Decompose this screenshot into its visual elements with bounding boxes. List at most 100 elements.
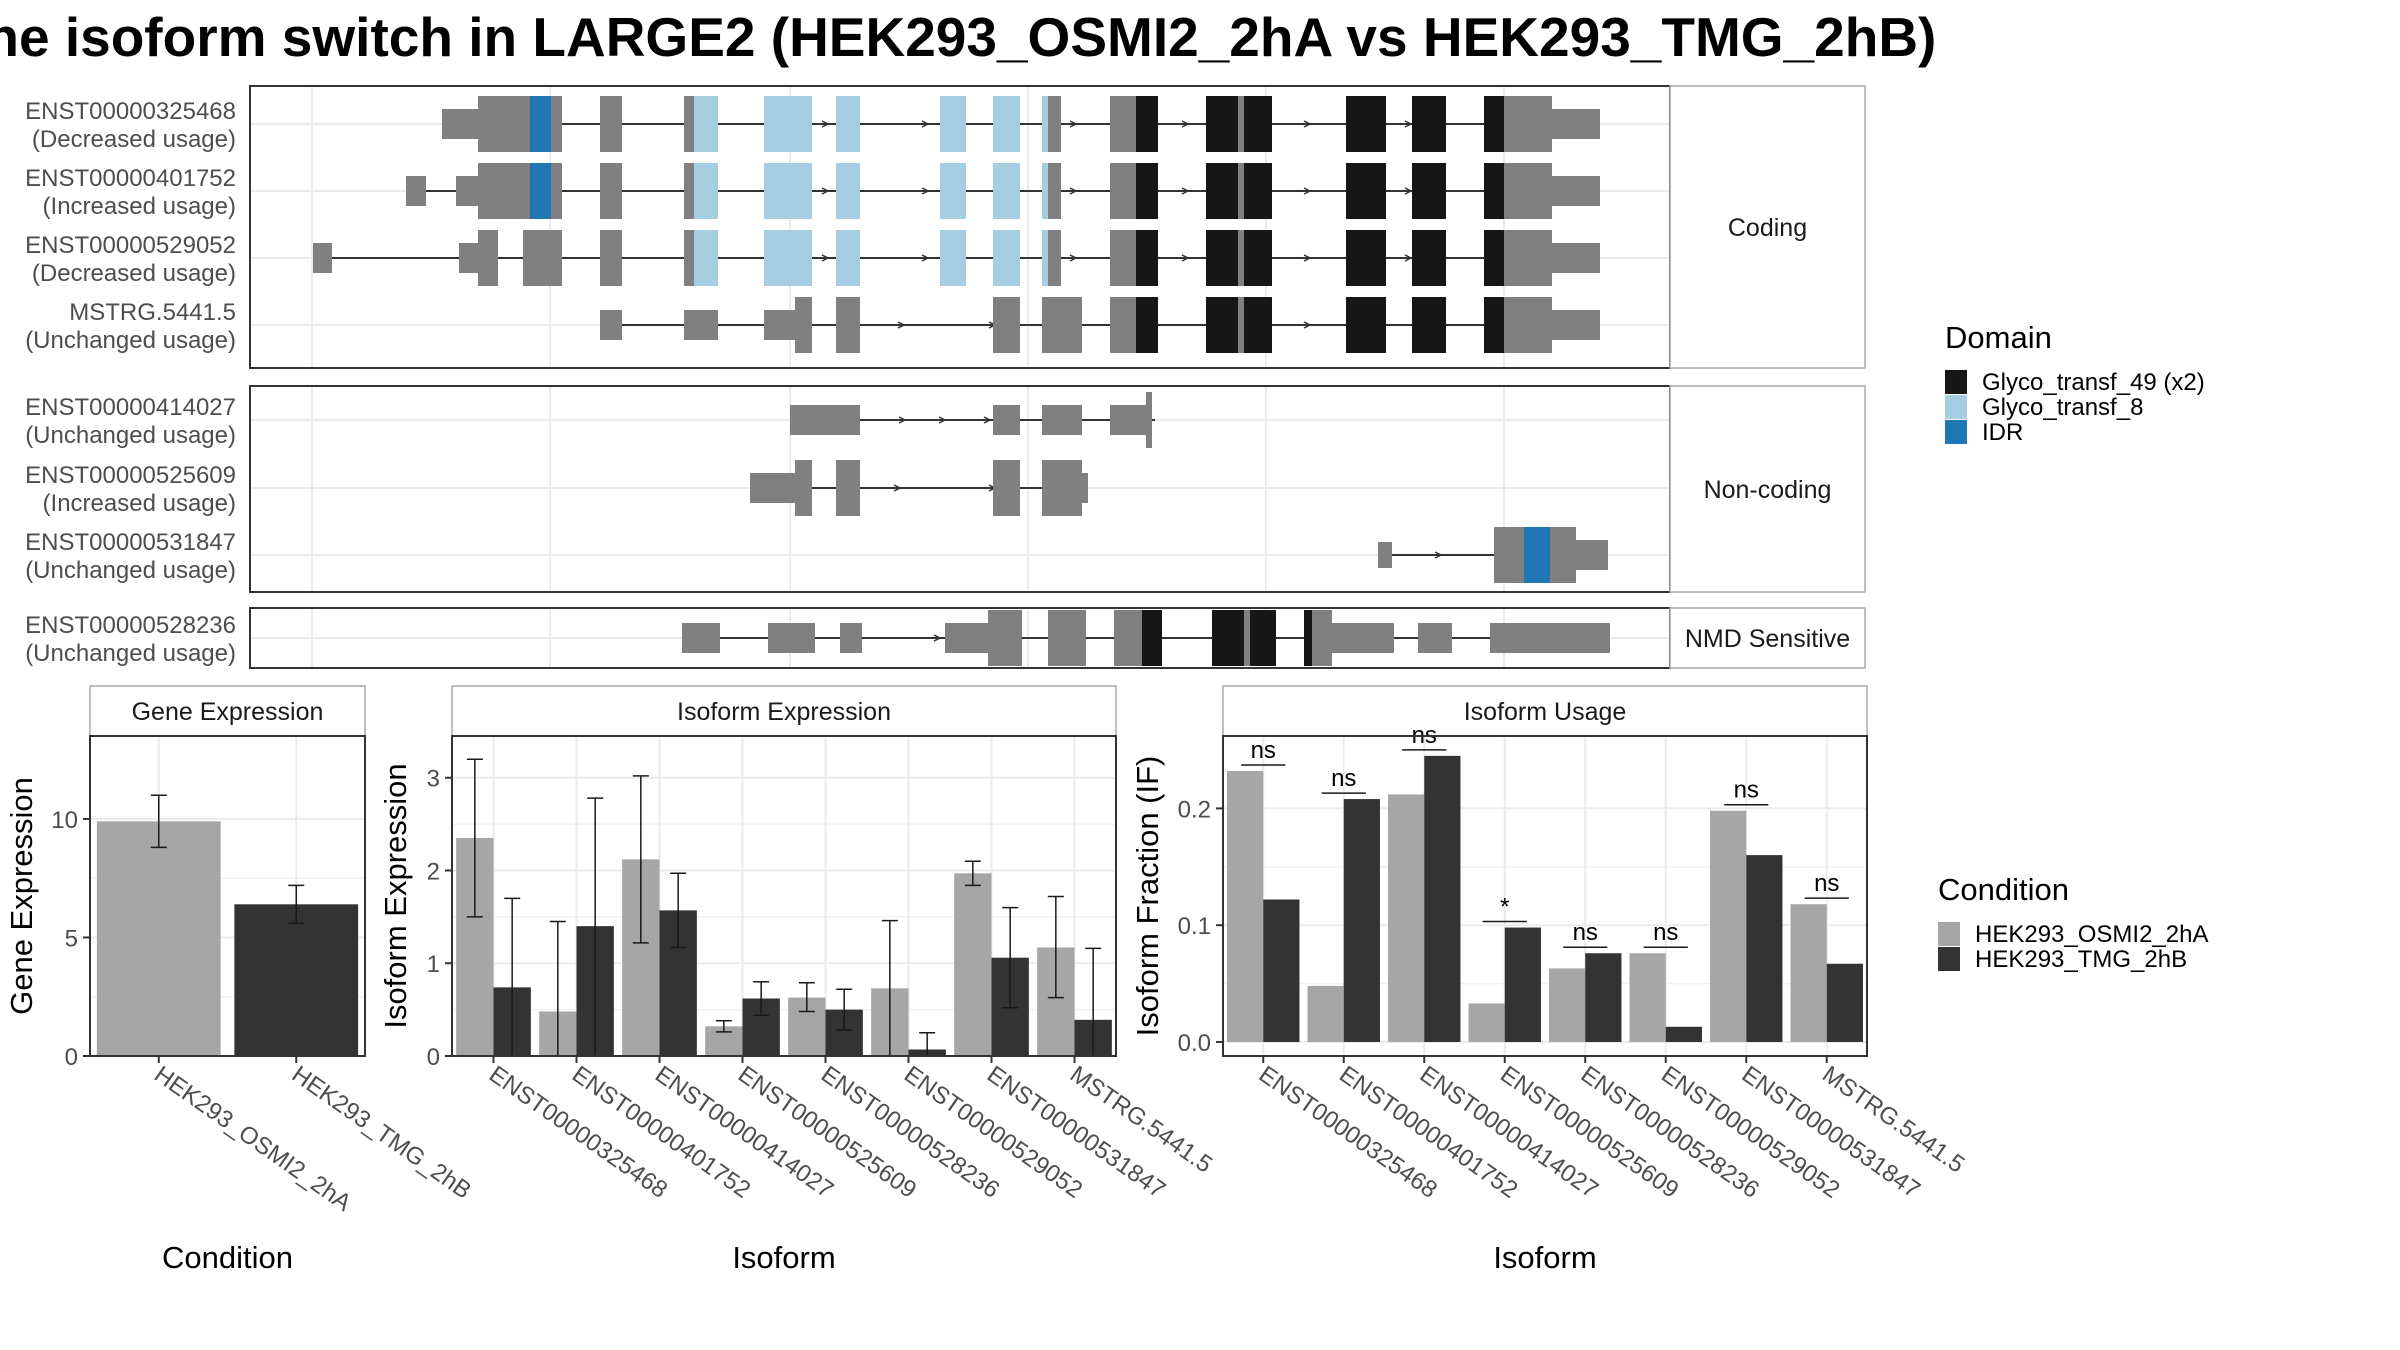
exon-block <box>551 96 562 152</box>
exon-block <box>764 163 812 219</box>
exon-block <box>940 163 966 219</box>
exon-block <box>993 405 1020 435</box>
exon-block <box>694 96 718 152</box>
exon-block <box>1484 297 1504 353</box>
significance-label: ns <box>1251 737 1276 764</box>
exon-block <box>1212 610 1244 666</box>
bar-mark <box>1826 963 1863 1042</box>
exon-block <box>836 460 860 516</box>
exon-block <box>836 297 860 353</box>
exon-block <box>1244 230 1272 286</box>
transcript-usage-label: (Increased usage) <box>43 193 236 220</box>
exon-block <box>1418 623 1452 653</box>
exon-block <box>684 163 694 219</box>
bar-mark <box>96 821 221 1056</box>
exon-block <box>1244 297 1272 353</box>
isoform-expression-chart: Isoform Expression0123ENST00000325468ENS… <box>378 685 1217 1275</box>
exon-block <box>764 230 812 286</box>
exon-block <box>694 230 718 286</box>
exon-block <box>1504 230 1552 286</box>
exon-block <box>1504 96 1552 152</box>
bar-mark <box>1424 755 1461 1042</box>
exon-block <box>684 96 694 152</box>
exon-block <box>1042 230 1052 286</box>
facet-strip <box>1669 607 1866 669</box>
gene-expression-chart: Gene Expression0510HEK293_OSMI2_2hAHEK29… <box>4 685 476 1275</box>
exon-block <box>1484 230 1504 286</box>
bar-mark <box>1343 799 1380 1042</box>
intron-arrow <box>898 416 907 424</box>
bar-mark <box>1504 927 1541 1042</box>
transcript-usage-label: (Unchanged usage) <box>25 557 236 584</box>
intron-arrow <box>933 634 942 642</box>
exon-block <box>1552 243 1600 273</box>
exon-block <box>1244 610 1250 666</box>
significance-label: ns <box>1734 777 1759 804</box>
exon-block <box>988 610 1022 666</box>
bar-mark <box>1388 794 1425 1042</box>
transcript-usage-label: (Unchanged usage) <box>25 640 236 667</box>
exon-block <box>442 109 478 139</box>
bar-mark <box>954 873 992 1056</box>
y-tick-label: 0 <box>65 1044 78 1071</box>
bar-mark <box>1746 855 1783 1042</box>
intron-arrow <box>1404 187 1413 195</box>
transcript-id-label: ENST00000525609 <box>25 462 236 489</box>
significance-label: ns <box>1573 919 1598 946</box>
condition-legend-label: HEK293_TMG_2hB <box>1975 946 2187 973</box>
exon-block <box>1114 610 1142 666</box>
exon-block <box>768 623 815 653</box>
exon-block <box>840 623 862 653</box>
exon-block <box>795 460 812 516</box>
x-axis-title: Isoform <box>732 1240 835 1275</box>
exon-block <box>523 230 562 286</box>
intron-arrow <box>1181 187 1190 195</box>
exon-block <box>1136 163 1158 219</box>
exon-block <box>1504 297 1552 353</box>
bar-mark <box>1307 985 1344 1042</box>
exon-block <box>1576 540 1608 570</box>
exon-block <box>1206 297 1238 353</box>
y-tick-label: 0.1 <box>1178 913 1211 940</box>
domain-legend-key <box>1945 420 1967 444</box>
exon-block <box>1078 473 1088 503</box>
exon-block <box>1136 96 1158 152</box>
x-axis-title: Condition <box>162 1240 293 1275</box>
exon-block <box>1484 96 1504 152</box>
condition-legend-key <box>1938 947 1960 971</box>
exon-block <box>478 96 530 152</box>
exon-block <box>1206 163 1238 219</box>
domain-legend-key <box>1945 370 1967 394</box>
intron-arrow <box>921 187 930 195</box>
y-tick-label: 0 <box>427 1044 440 1071</box>
transcript-usage-label: (Unchanged usage) <box>25 327 236 354</box>
panel-title: Isoform Usage <box>1464 698 1627 726</box>
intron-arrow <box>1181 254 1190 262</box>
condition-legend-label: HEK293_OSMI2_2hA <box>1975 921 2208 948</box>
panel-title: Isoform Expression <box>677 698 891 726</box>
significance-label: ns <box>1814 870 1839 897</box>
intron-arrow <box>1404 254 1413 262</box>
exon-block <box>1304 610 1312 666</box>
exon-block <box>1238 297 1244 353</box>
exon-block <box>1244 163 1272 219</box>
exon-block <box>1206 230 1238 286</box>
intron-arrow <box>821 187 830 195</box>
significance-label: ns <box>1653 919 1678 946</box>
exon-block <box>551 163 562 219</box>
exon-block <box>1550 527 1576 583</box>
exon-block <box>1042 163 1052 219</box>
exon-block <box>682 623 720 653</box>
exon-block <box>684 230 694 286</box>
exon-block <box>940 230 966 286</box>
exon-block <box>456 176 478 206</box>
intron-arrow <box>1069 187 1078 195</box>
exon-block <box>1346 96 1386 152</box>
intron-arrow <box>1404 120 1413 128</box>
facet-strip <box>1669 85 1866 369</box>
intron-arrow <box>921 254 930 262</box>
intron-arrow <box>821 254 830 262</box>
y-tick-label: 5 <box>65 925 78 952</box>
exon-block <box>1494 527 1524 583</box>
